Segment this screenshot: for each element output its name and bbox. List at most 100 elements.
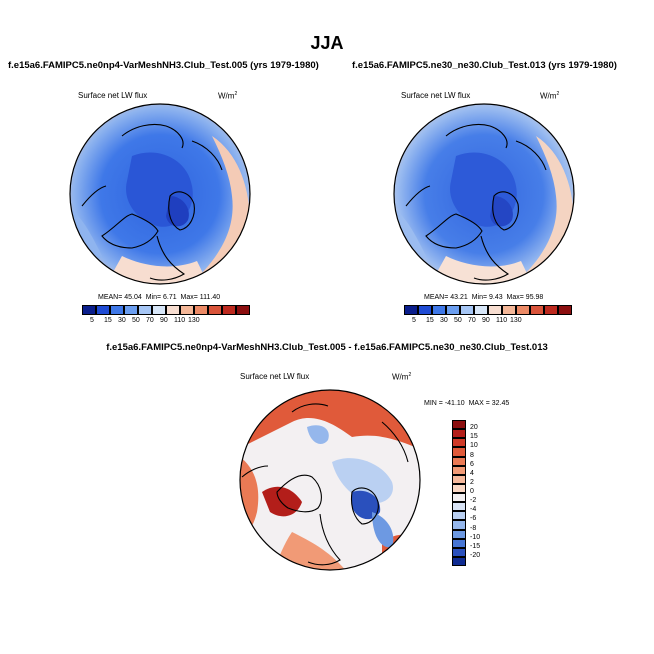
colorbar-swatch	[452, 520, 466, 530]
colorbar-tick-label: 4	[470, 469, 474, 477]
panel-diff-title: f.e15a6.FAMIPC5.ne0np4-VarMeshNH3.Club_T…	[106, 342, 548, 353]
panel-right-map	[386, 96, 582, 292]
colorbar-swatch	[452, 456, 466, 466]
colorbar-swatch	[452, 447, 466, 457]
map-boundary-circle	[393, 103, 575, 285]
negative-region-center	[332, 458, 393, 504]
colorbar-swatch	[446, 305, 460, 315]
colorbar-swatch	[452, 465, 466, 475]
polar-map-right	[393, 103, 575, 285]
colorbar-tick-label: 90	[482, 317, 490, 324]
colorbar-swatch	[544, 305, 558, 315]
colorbar-tick-label: -4	[470, 506, 477, 514]
colorbar-tick-label: 50	[454, 317, 462, 324]
panel-diff-stats: MIN = -41.10 MAX = 32.45	[424, 400, 510, 407]
colorbar-left: 5 15 30 50 70 90 110 130	[82, 305, 250, 325]
panel-right-title: f.e15a6.FAMIPC5.ne30_ne30.Club_Test.013 …	[352, 60, 617, 71]
panel-left-map	[62, 96, 258, 292]
colorbar-tick-label: 2	[470, 478, 474, 486]
panel-right-units: W/m2	[540, 91, 560, 101]
colorbar-swatch	[452, 438, 466, 448]
colorbar-swatch	[452, 502, 466, 512]
figure-title: JJA	[310, 33, 344, 53]
colorbar-swatch	[452, 538, 466, 548]
colorbar-diff	[452, 420, 466, 566]
colorbar-swatch	[432, 305, 446, 315]
colorbar-tick-label: 50	[132, 317, 140, 324]
negative-region-north	[307, 425, 329, 444]
colorbar-right: 5 15 30 50 70 90 110 130	[404, 305, 572, 325]
colorbar-swatch	[194, 305, 208, 315]
colorbar-swatch	[110, 305, 124, 315]
negative-region-greenland	[352, 490, 381, 520]
colorbar-swatch	[404, 305, 418, 315]
colorbar-tick-label: 90	[160, 317, 168, 324]
colorbar-swatch	[452, 511, 466, 521]
panel-diff-units: W/m2	[392, 372, 412, 382]
colorbar-swatch	[460, 305, 474, 315]
polar-map-diff	[239, 389, 421, 571]
colorbar-swatch	[502, 305, 516, 315]
colorbar-swatch	[452, 420, 466, 430]
colorbar-right-swatches	[404, 305, 572, 315]
panel-left-stats: MEAN= 45.04 Min= 6.71 Max= 111.40	[98, 294, 221, 301]
negative-region-east	[372, 512, 394, 548]
colorbar-tick-label: 110	[496, 317, 508, 324]
colorbar-swatch	[96, 305, 110, 315]
colorbar-swatch	[138, 305, 152, 315]
colorbar-swatch	[452, 556, 466, 566]
colorbar-tick-label: 20	[470, 424, 478, 432]
colorbar-tick-label: 15	[104, 317, 112, 324]
colorbar-swatch	[82, 305, 96, 315]
colorbar-swatch	[166, 305, 180, 315]
colorbar-left-ticks: 5 15 30 50 70 90 110 130	[82, 315, 250, 325]
colorbar-swatch	[452, 547, 466, 557]
dark-region-greenland	[490, 196, 513, 227]
colorbar-tick-label: 70	[146, 317, 154, 324]
colorbar-swatch	[452, 429, 466, 439]
panel-diff-variable: Surface net LW flux	[240, 372, 310, 381]
coastlines-diff	[241, 403, 409, 566]
panel-left-title: f.e15a6.FAMIPC5.ne0np4-VarMeshNH3.Club_T…	[8, 60, 319, 71]
colorbar-tick-label: 10	[470, 442, 478, 450]
colorbar-swatch	[488, 305, 502, 315]
colorbar-tick-label: -20	[470, 551, 481, 559]
colorbar-swatch	[474, 305, 488, 315]
colorbar-tick-label: 5	[412, 317, 416, 324]
coastlines-left	[81, 123, 223, 281]
colorbar-swatch	[452, 483, 466, 493]
colorbar-tick-label: 15	[470, 433, 478, 441]
panel-right-variable: Surface net LW flux	[401, 91, 471, 100]
colorbar-diff-swatches	[452, 420, 466, 566]
colorbar-tick-label: -6	[470, 515, 477, 523]
colorbar-tick-label: -15	[470, 542, 481, 550]
colorbar-tick-label: 110	[174, 317, 186, 324]
colorbar-swatch	[236, 305, 250, 315]
colorbar-tick-label: 15	[426, 317, 434, 324]
colorbar-swatch	[516, 305, 530, 315]
colorbar-swatch	[452, 529, 466, 539]
panel-left-units: W/m2	[218, 91, 238, 101]
colorbar-swatch	[124, 305, 138, 315]
colorbar-swatch	[558, 305, 572, 315]
colorbar-diff-ticks: 20 15 10 8 6 4 2 0 -2 -4 -6 -8 -10 -15 -20	[470, 420, 510, 566]
colorbar-tick-label: 6	[470, 460, 474, 468]
colorbar-tick-label: 8	[470, 451, 474, 459]
positive-region-west	[240, 452, 259, 552]
colorbar-tick-label: -2	[470, 497, 477, 505]
coastlines-right	[405, 123, 547, 281]
colorbar-swatch	[530, 305, 544, 315]
colorbar-tick-label: 30	[440, 317, 448, 324]
colorbar-swatch	[452, 474, 466, 484]
polar-map-left	[69, 103, 251, 285]
panel-left-variable: Surface net LW flux	[78, 91, 148, 100]
colorbar-tick-label: 70	[468, 317, 476, 324]
colorbar-tick-label: -8	[470, 524, 477, 532]
colorbar-swatch	[222, 305, 236, 315]
colorbar-tick-label: 130	[510, 317, 522, 324]
colorbar-tick-label: 0	[470, 488, 474, 495]
dark-region-greenland	[166, 196, 189, 227]
colorbar-left-swatches	[82, 305, 250, 315]
colorbar-swatch	[418, 305, 432, 315]
panel-diff-map	[232, 382, 428, 578]
